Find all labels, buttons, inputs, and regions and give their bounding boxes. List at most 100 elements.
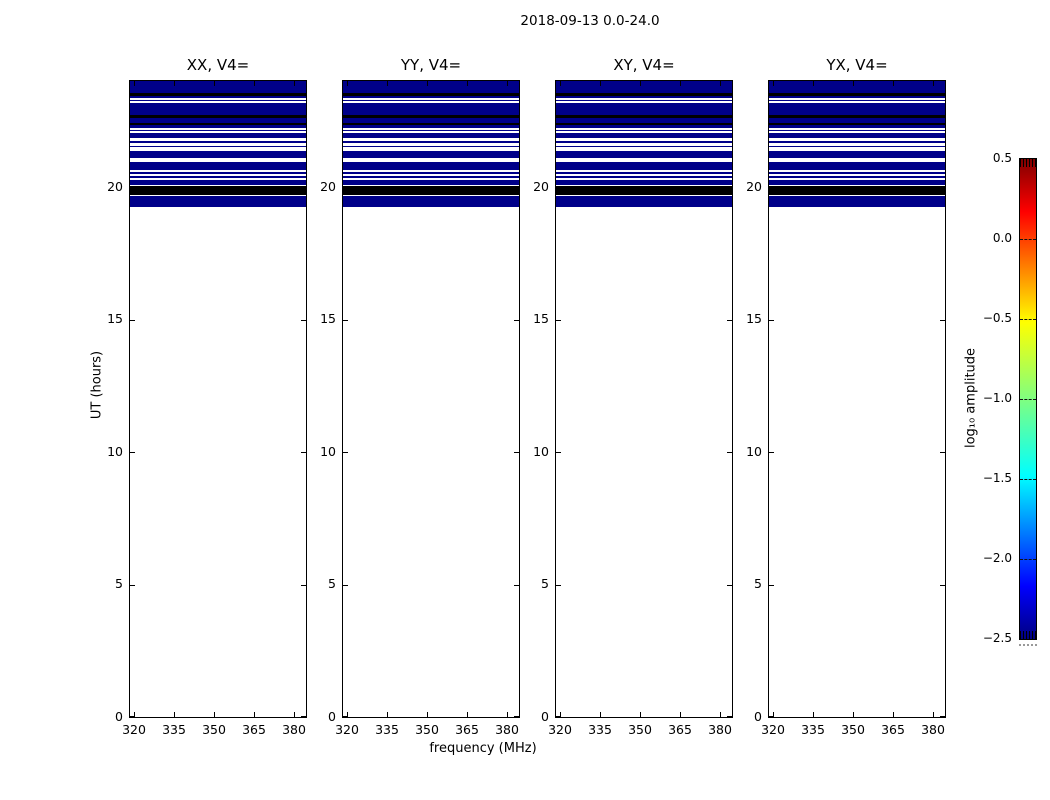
data-band-black <box>130 185 306 196</box>
data-band-navy <box>130 124 306 128</box>
y-tick-left <box>769 584 774 586</box>
x-tick-label: 350 <box>415 722 439 737</box>
x-tick-bottom <box>680 712 681 717</box>
y-tick-left <box>130 187 135 188</box>
x-tick-label: 365 <box>668 722 692 737</box>
x-tick-label: 350 <box>628 722 652 737</box>
y-tick-right <box>940 584 945 586</box>
colorbar-tick-dash <box>1020 559 1036 560</box>
y-tick-left <box>130 319 135 321</box>
y-tick-left <box>769 319 774 321</box>
data-band-navy <box>343 195 519 207</box>
x-tick-top <box>214 81 215 86</box>
data-band-navy <box>130 132 306 138</box>
data-band-navy <box>130 95 306 98</box>
x-tick-bottom <box>640 712 641 717</box>
y-tick-label: 10 <box>320 443 336 459</box>
y-tick-right <box>727 187 732 188</box>
y-tick-right <box>514 716 519 717</box>
y-axis-label: UT (hours) <box>89 350 105 420</box>
x-tick-label: 380 <box>708 722 732 737</box>
y-tick-left <box>769 716 774 717</box>
x-tick-bottom <box>214 712 215 717</box>
x-tick-top <box>467 81 468 86</box>
colorbar-tick-label: −1.5 <box>982 471 1012 485</box>
data-band-black <box>556 185 732 196</box>
x-tick-top <box>387 81 388 86</box>
colorbar <box>1019 158 1037 640</box>
data-band-black <box>769 185 945 196</box>
panel-title: XX, V4= <box>186 56 250 74</box>
x-tick-label: 335 <box>588 722 612 737</box>
data-band-navy <box>343 95 519 98</box>
x-tick-bottom <box>933 712 934 717</box>
x-tick-top <box>600 81 601 86</box>
x-tick-label: 380 <box>495 722 519 737</box>
data-band-black <box>556 122 732 125</box>
data-band-black <box>769 92 945 96</box>
x-tick-bottom <box>347 712 348 717</box>
colorbar-bottom-hatch <box>1020 631 1036 639</box>
x-tick-bottom <box>893 712 894 717</box>
y-tick-right <box>727 319 732 321</box>
data-band-black <box>556 92 732 96</box>
x-tick-bottom <box>387 712 388 717</box>
x-tick-top <box>773 81 774 86</box>
y-tick-right <box>940 187 945 188</box>
x-tick-bottom <box>467 712 468 717</box>
y-tick-label: 20 <box>107 178 123 194</box>
colorbar-tick-label: 0.5 <box>992 151 1012 165</box>
data-band-black <box>343 92 519 96</box>
data-band-navy <box>556 95 732 98</box>
data-band-navy <box>556 140 732 143</box>
data-band-navy <box>343 124 519 128</box>
x-tick-label: 365 <box>455 722 479 737</box>
data-band-navy <box>769 95 945 98</box>
data-band-navy <box>556 195 732 207</box>
x-tick-top <box>507 81 508 86</box>
data-band-navy <box>343 102 519 115</box>
data-band-black <box>343 122 519 125</box>
data-band-black <box>130 114 306 118</box>
colorbar-tick-label: −2.5 <box>982 631 1012 645</box>
data-band-navy <box>130 175 306 178</box>
data-band-navy <box>130 195 306 207</box>
data-band-navy <box>769 129 945 132</box>
x-tick-label: 335 <box>375 722 399 737</box>
y-tick-label: 5 <box>328 576 336 591</box>
x-tick-top <box>680 81 681 86</box>
data-band-navy <box>130 99 306 101</box>
x-tick-bottom <box>720 712 721 717</box>
y-tick-label: 5 <box>541 576 549 591</box>
y-tick-label: 15 <box>746 311 762 326</box>
colorbar-tick-label: −2.0 <box>982 551 1012 565</box>
x-tick-bottom <box>507 712 508 717</box>
y-tick-left <box>556 584 561 586</box>
y-tick-right <box>727 716 732 717</box>
x-tick-top <box>853 81 854 86</box>
x-tick-label: 320 <box>761 722 785 737</box>
colorbar-tick-label: −1.0 <box>982 391 1012 405</box>
x-tick-bottom <box>600 712 601 717</box>
x-tick-top <box>813 81 814 86</box>
x-tick-label: 320 <box>122 722 146 737</box>
y-tick-right <box>514 452 519 453</box>
colorbar-extend-dotted-line <box>1019 644 1037 646</box>
y-tick-right <box>301 319 306 321</box>
figure-title: 2018-09-13 0.0-24.0 <box>520 13 660 29</box>
data-band-black <box>130 92 306 96</box>
x-tick-label: 320 <box>335 722 359 737</box>
y-tick-left <box>343 187 348 188</box>
y-tick-right <box>514 584 519 586</box>
data-band-navy <box>769 117 945 123</box>
y-tick-right <box>514 187 519 188</box>
x-tick-top <box>134 81 135 86</box>
y-tick-label: 5 <box>754 576 762 591</box>
data-band-navy <box>556 151 732 159</box>
x-tick-bottom <box>174 712 175 717</box>
x-tick-bottom <box>853 712 854 717</box>
data-band-navy <box>130 151 306 159</box>
data-band-navy <box>130 102 306 115</box>
data-band-navy <box>556 132 732 138</box>
data-band-navy <box>130 140 306 143</box>
